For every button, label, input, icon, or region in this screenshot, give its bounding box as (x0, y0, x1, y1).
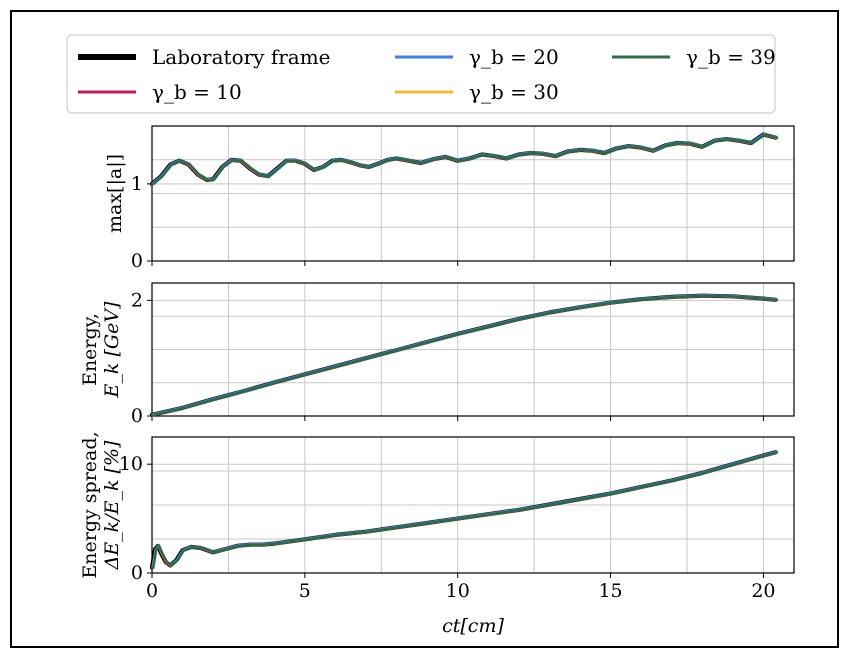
series-line-4 (151, 451, 778, 570)
axes-box (151, 436, 795, 574)
y-axis-label: Energy spread,ΔE_k/E_k [%] (79, 431, 123, 578)
x-tick-label: 15 (598, 580, 622, 602)
legend-box (66, 34, 776, 114)
series-line-5 (151, 133, 779, 186)
legend-label: γ_b = 30 (469, 80, 559, 104)
legend-label: γ_b = 39 (686, 45, 776, 69)
series-line-2 (151, 451, 778, 570)
x-axis-label: ct[cm] (442, 615, 504, 637)
y-axis-label: Energy,E_k [GeV] (79, 301, 123, 398)
series-line-5 (151, 294, 779, 417)
series-line-1 (149, 450, 778, 570)
series-line-3 (151, 293, 778, 416)
axes-box (151, 282, 795, 417)
legend-label: Laboratory frame (152, 45, 331, 69)
legend: Laboratory frame γ_b = 10 γ_b = 20 γ_b = 30… (66, 34, 776, 114)
x-tick-label: 20 (751, 580, 775, 602)
axes-box (151, 125, 795, 262)
series-line-3 (151, 450, 778, 569)
x-tick-label: 10 (446, 580, 470, 602)
y-tick-label: 2 (131, 289, 143, 311)
series-line-1 (149, 293, 778, 417)
series-line-2 (151, 295, 778, 417)
x-tick-label: 5 (299, 580, 311, 602)
y-tick-label: 0 (131, 405, 143, 427)
y-tick-label: 0 (131, 250, 143, 272)
series-line-5 (151, 451, 779, 570)
legend-label: γ_b = 10 (152, 80, 242, 104)
panel-2: 0 2 Energy,E_k [GeV] (79, 282, 795, 427)
y-axis-label: max[|a|] (104, 154, 126, 233)
legend-label: γ_b = 20 (469, 45, 559, 69)
y-tick-label: 10 (119, 453, 143, 475)
y-tick-label: 0 (131, 562, 143, 584)
figure-frame (10, 10, 839, 648)
y-tick-label: 1 (131, 173, 143, 195)
x-tick-label: 0 (146, 580, 158, 602)
series-line-4 (151, 295, 778, 417)
